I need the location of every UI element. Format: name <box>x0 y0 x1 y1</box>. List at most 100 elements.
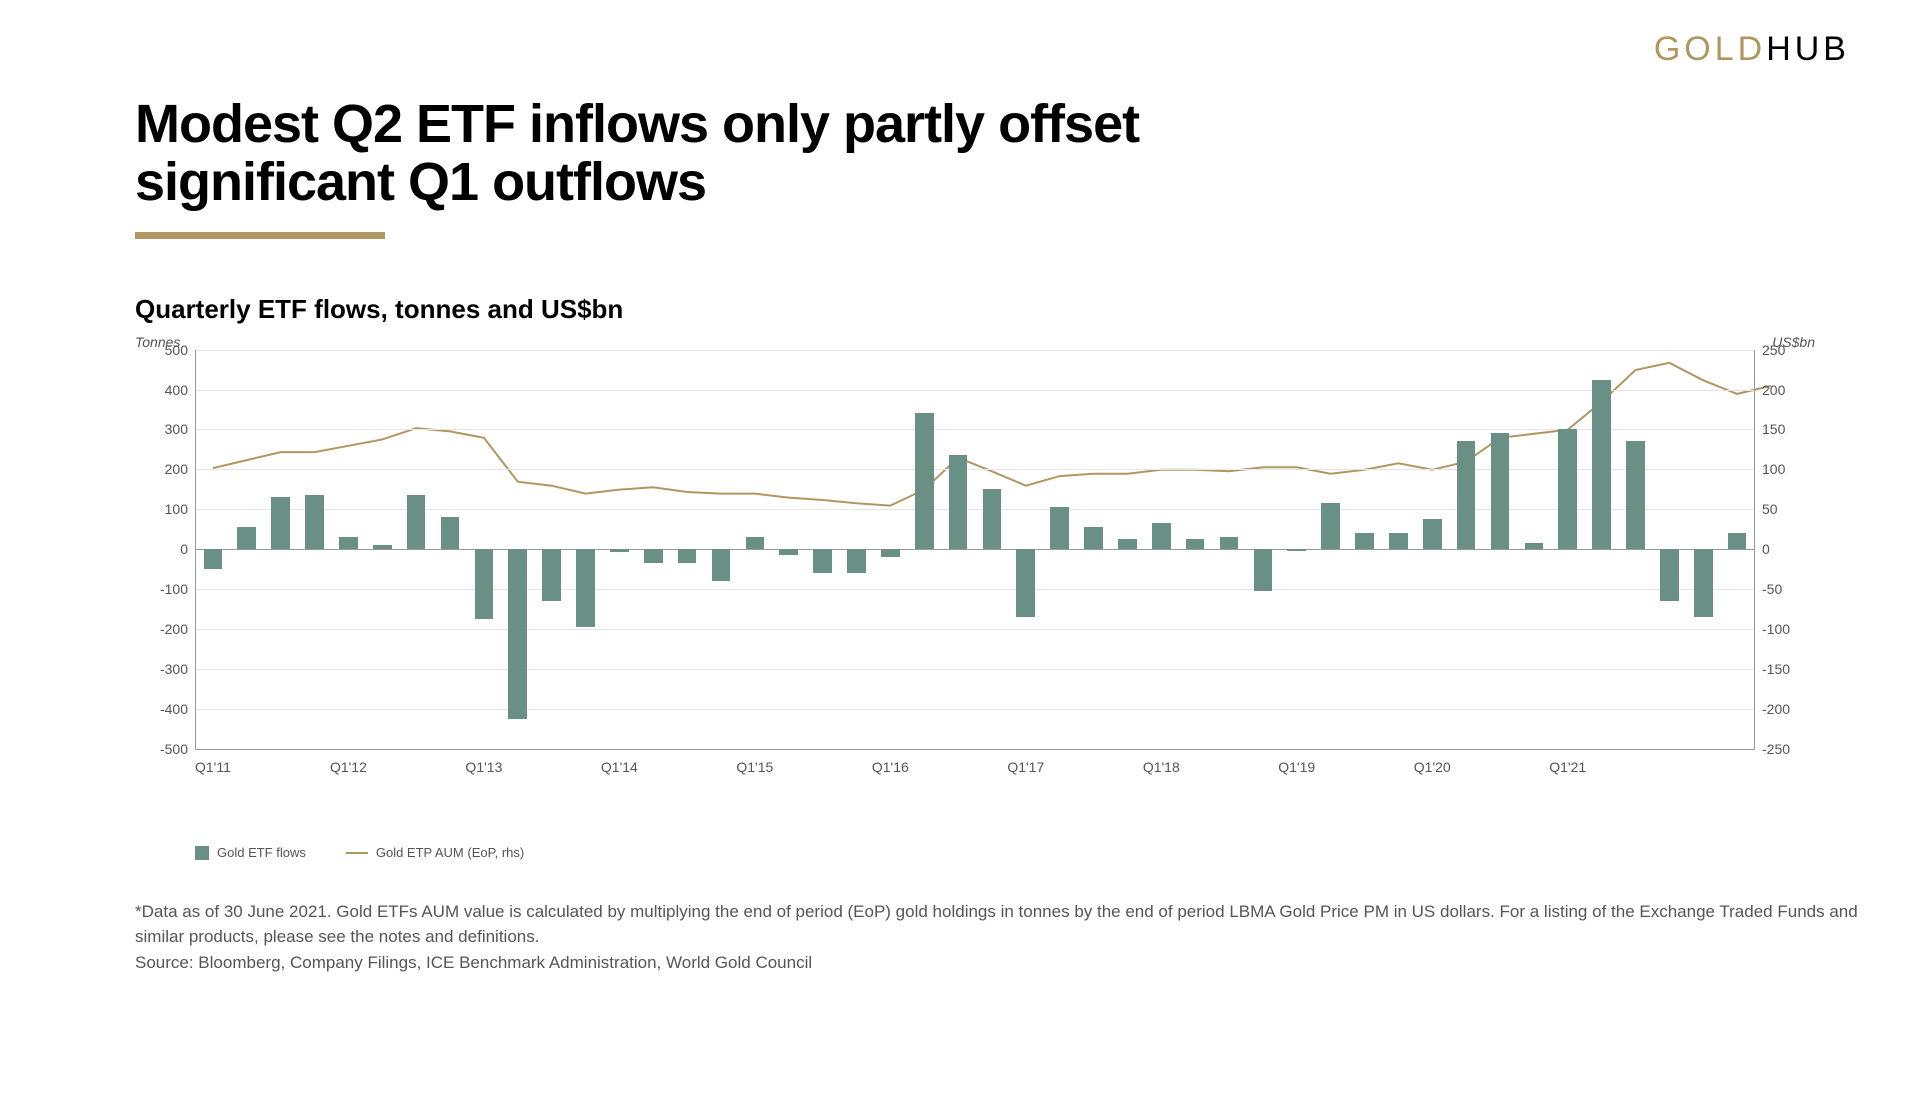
page-title: Modest Q2 ETF inflows only partly offset… <box>135 95 1235 212</box>
x-tick: Q1'15 <box>736 749 773 775</box>
bar <box>949 455 968 549</box>
y-left-tick: 0 <box>146 541 196 557</box>
chart-subtitle: Quarterly ETF flows, tonnes and US$bn <box>135 294 1860 325</box>
bar <box>746 537 765 549</box>
bar <box>1558 429 1577 549</box>
bar <box>1660 549 1679 601</box>
grid-line <box>196 669 1754 670</box>
bar <box>1084 527 1103 549</box>
y-right-tick: 150 <box>1754 421 1804 437</box>
y-left-tick: 500 <box>146 342 196 358</box>
source: Source: Bloomberg, Company Filings, ICE … <box>135 953 1860 973</box>
x-tick: Q1'12 <box>330 749 367 775</box>
x-tick: Q1'18 <box>1143 749 1180 775</box>
y-left-tick: 200 <box>146 461 196 477</box>
bar <box>610 549 629 552</box>
y-left-tick: 100 <box>146 501 196 517</box>
legend-line-label: Gold ETP AUM (EoP, rhs) <box>376 845 524 860</box>
y-right-tick: -100 <box>1754 621 1804 637</box>
y-right-tick: 0 <box>1754 541 1804 557</box>
bar <box>204 549 223 569</box>
legend-bars-label: Gold ETF flows <box>217 845 306 860</box>
bar <box>847 549 866 573</box>
x-tick: Q1'14 <box>601 749 638 775</box>
brand-hub: HUB <box>1766 30 1850 68</box>
line-series <box>213 362 1771 505</box>
bar-swatch-icon <box>195 846 209 860</box>
y-left-tick: -200 <box>146 621 196 637</box>
grid-line <box>196 509 1754 510</box>
grid-line <box>196 709 1754 710</box>
grid-line <box>196 350 1754 351</box>
y-right-tick: -200 <box>1754 701 1804 717</box>
x-tick: Q1'11 <box>195 749 231 775</box>
title-underline <box>135 232 385 239</box>
x-tick: Q1'16 <box>872 749 909 775</box>
chart: Tonnes US$bn -500-250-400-200-300-150-20… <box>135 350 1815 790</box>
y-right-tick: -250 <box>1754 741 1804 757</box>
bar <box>1728 533 1747 549</box>
bar <box>373 545 392 549</box>
grid-line <box>196 629 1754 630</box>
grid-line <box>196 429 1754 430</box>
y-right-tick: 250 <box>1754 342 1804 358</box>
brand-logo: GOLDHUB <box>1654 30 1850 69</box>
bar <box>983 489 1002 549</box>
bar <box>407 495 426 549</box>
bar <box>1321 503 1340 549</box>
bar <box>1423 519 1442 549</box>
y-left-tick: -500 <box>146 741 196 757</box>
bar <box>1626 441 1645 549</box>
y-right-tick: 100 <box>1754 461 1804 477</box>
y-right-tick: -150 <box>1754 661 1804 677</box>
grid-line <box>196 589 1754 590</box>
bar <box>712 549 731 581</box>
bar <box>1694 549 1713 617</box>
footnote: *Data as of 30 June 2021. Gold ETFs AUM … <box>135 900 1860 949</box>
legend-item-line: Gold ETP AUM (EoP, rhs) <box>346 845 524 860</box>
bar <box>644 549 663 563</box>
bar <box>1152 523 1171 549</box>
y-left-tick: -100 <box>146 581 196 597</box>
bar <box>1186 539 1205 549</box>
bar <box>1491 433 1510 549</box>
bar <box>915 413 934 549</box>
y-right-tick: 200 <box>1754 382 1804 398</box>
bar <box>1287 549 1306 551</box>
bar <box>1355 533 1374 549</box>
zero-line <box>196 549 1754 550</box>
x-tick: Q1'17 <box>1007 749 1044 775</box>
bar <box>508 549 527 719</box>
x-tick: Q1'21 <box>1549 749 1586 775</box>
bar <box>1254 549 1273 591</box>
bar <box>1525 543 1544 549</box>
bar <box>813 549 832 573</box>
bar <box>237 527 256 549</box>
x-tick: Q1'13 <box>465 749 502 775</box>
bar <box>1016 549 1035 617</box>
y-left-tick: -300 <box>146 661 196 677</box>
bar <box>881 549 900 557</box>
bar <box>678 549 697 563</box>
x-tick: Q1'20 <box>1414 749 1451 775</box>
bar <box>1389 533 1408 549</box>
bar <box>441 517 460 549</box>
y-left-tick: 400 <box>146 382 196 398</box>
bar <box>1457 441 1476 549</box>
line-swatch-icon <box>346 852 368 854</box>
bar <box>475 549 494 619</box>
plot-area: -500-250-400-200-300-150-200-100-100-500… <box>195 350 1755 750</box>
legend-item-bars: Gold ETF flows <box>195 845 306 861</box>
brand-gold: GOLD <box>1654 30 1766 68</box>
y-right-tick: -50 <box>1754 581 1804 597</box>
grid-line <box>196 469 1754 470</box>
legend: Gold ETF flows Gold ETP AUM (EoP, rhs) <box>195 845 1860 861</box>
bar <box>339 537 358 549</box>
y-left-tick: -400 <box>146 701 196 717</box>
x-tick: Q1'19 <box>1278 749 1315 775</box>
bar <box>1050 507 1069 549</box>
bar <box>779 549 798 555</box>
bar <box>305 495 324 549</box>
bar <box>1220 537 1239 549</box>
grid-line <box>196 390 1754 391</box>
